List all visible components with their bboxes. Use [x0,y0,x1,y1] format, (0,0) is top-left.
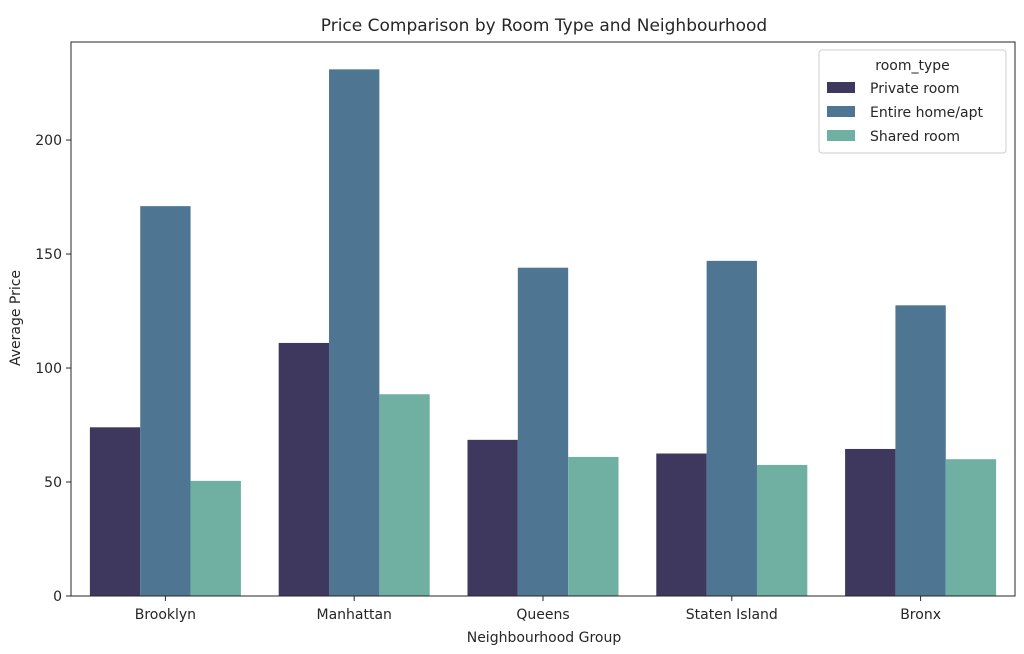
chart-title: Price Comparison by Room Type and Neighb… [321,16,767,36]
bar-brooklyn-private-room [89,427,141,596]
bar-staten-island-shared-room [756,464,808,596]
bar-queens-entire-home-apt [517,267,569,596]
legend-title: room_type [875,58,950,74]
legend-entry: Private room [870,81,959,97]
x-tick-label: Staten Island [686,607,778,623]
x-axis-label: Neighbourhood Group [467,630,622,646]
bar-queens-private-room [467,439,518,596]
bar-brooklyn-shared-room [190,480,241,596]
legend-entry: Shared room [870,129,960,145]
bar-bronx-shared-room [945,459,997,596]
y-tick-label: 0 [53,589,62,605]
bar-staten-island-private-room [656,453,707,596]
y-tick-label: 100 [35,361,62,377]
bar-bronx-private-room [845,448,896,596]
x-tick-label: Manhattan [316,607,391,623]
bar-manhattan-private-room [278,342,330,596]
y-tick-label: 150 [35,247,62,263]
x-tick-label: Bronx [900,607,941,623]
bar-manhattan-entire-home-apt [329,69,380,596]
legend-frame [818,49,1007,154]
legend: room_type Private room Entire home/apt Shar… [818,49,1007,154]
bar-brooklyn-entire-home-apt [140,206,191,597]
axes-layer: 0 50 100 150 200 Brooklyn Manhattan Queens State… [35,41,1016,623]
legend-swatch [827,106,855,117]
bar-bronx-entire-home-apt [895,305,946,596]
bar-manhattan-shared-room [379,394,430,596]
legend-entry: Entire home/apt [870,105,983,121]
bars-layer [89,69,997,597]
bar-staten-island-entire-home-apt [706,260,757,596]
y-tick-label: 50 [44,475,62,491]
x-tick-label: Queens [516,607,569,623]
legend-swatch [827,82,855,93]
y-tick-label: 200 [35,133,62,149]
bar-queens-shared-room [568,456,619,596]
x-tick-label: Brooklyn [135,607,196,623]
y-axis-label: Average Price [8,270,24,366]
legend-swatch [827,130,855,141]
